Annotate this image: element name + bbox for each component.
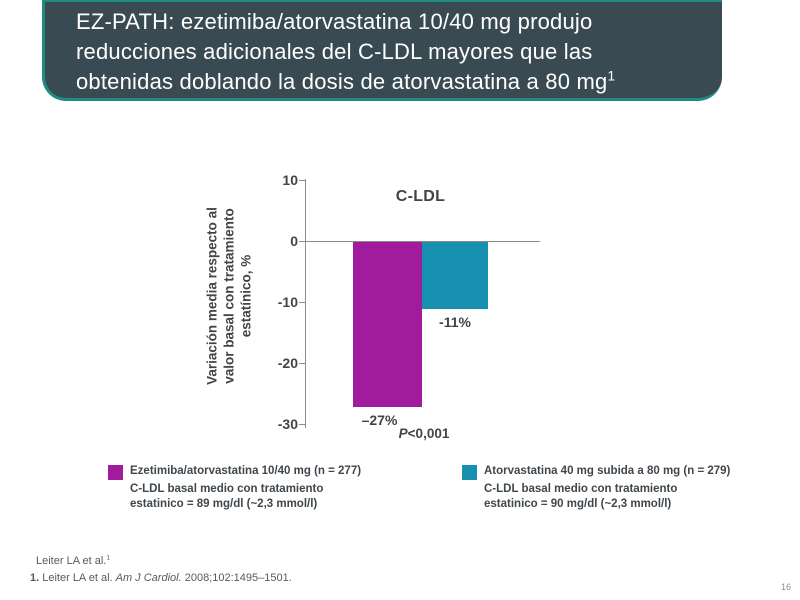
bar-value-label: –27% (361, 411, 398, 428)
citation-text: Leiter LA et al. (36, 555, 107, 567)
legend-item-atorvastatina: Atorvastatina 40 mg subida a 80 mg (n = … (462, 464, 782, 513)
y-tick-mark (299, 241, 305, 242)
bar-chart-plot: 10 0 -10 -20 -30 C-LDL –27% -11% P<0,001 (278, 172, 560, 441)
legend-label: Ezetimiba/atorvastatina 10/40 mg (n = 27… (130, 465, 362, 477)
reference-line: 1. Leiter LA et al. Am J Cardiol. 2008;1… (30, 572, 292, 584)
legend-sublabel: C-LDL basal medio con tratamiento estati… (130, 482, 324, 511)
chart-title: C-LDL (395, 188, 446, 205)
slide-title-line-3: obtenidas doblando la dosis de atorvasta… (76, 67, 702, 97)
bar-value-label: -11% (439, 314, 471, 331)
y-tick-label: 0 (290, 233, 298, 249)
slide-title-line-2: reducciones adicionales del C-LDL mayore… (76, 39, 593, 64)
legend-sublabel: C-LDL basal medio con tratamiento estati… (484, 482, 678, 511)
slide-title-banner: EZ-PATH: ezetimiba/atorvastatina 10/40 m… (42, 0, 722, 101)
y-tick-mark (299, 424, 305, 425)
reference-journal: Am J Cardiol. (115, 572, 182, 584)
page-number: 16 (780, 582, 791, 592)
y-tick-mark (299, 180, 305, 181)
citation-footnote: Leiter LA et al.1 (36, 554, 111, 567)
p-value-annotation: P<0,001 (353, 426, 495, 441)
reference-number: 1. (30, 572, 40, 584)
y-tick-mark (299, 363, 305, 364)
y-tick-label: 10 (282, 172, 298, 188)
p-value-text: <0,001 (407, 426, 450, 441)
y-tick-label: -10 (277, 294, 298, 310)
slide-title-line-3-text: obtenidas doblando la dosis de atorvasta… (76, 69, 608, 94)
y-tick-label: -20 (277, 355, 298, 371)
legend-label: Atorvastatina 40 mg subida a 80 mg (n = … (484, 465, 731, 477)
reference-post: 2008;102:1495–1501. (181, 572, 292, 584)
y-axis-line (305, 179, 306, 428)
reference-pre: Leiter LA et al. (39, 572, 116, 584)
bar (353, 242, 422, 407)
y-axis-label: Variación media respecto al valor basal … (204, 207, 254, 385)
y-tick-label: -30 (277, 416, 298, 432)
legend-swatch-teal (462, 465, 477, 480)
p-value-symbol: P (398, 426, 408, 441)
zero-baseline (305, 241, 540, 242)
citation-superscript: 1 (106, 554, 111, 562)
legend-swatch-purple (108, 465, 123, 480)
legend-item-ezetimiba: Ezetimiba/atorvastatina 10/40 mg (n = 27… (108, 464, 448, 513)
bar (422, 242, 488, 310)
slide-title-superscript: 1 (607, 68, 616, 84)
slide-title-line-1: EZ-PATH: ezetimiba/atorvastatina 10/40 m… (76, 9, 593, 34)
y-tick-mark (299, 302, 305, 303)
